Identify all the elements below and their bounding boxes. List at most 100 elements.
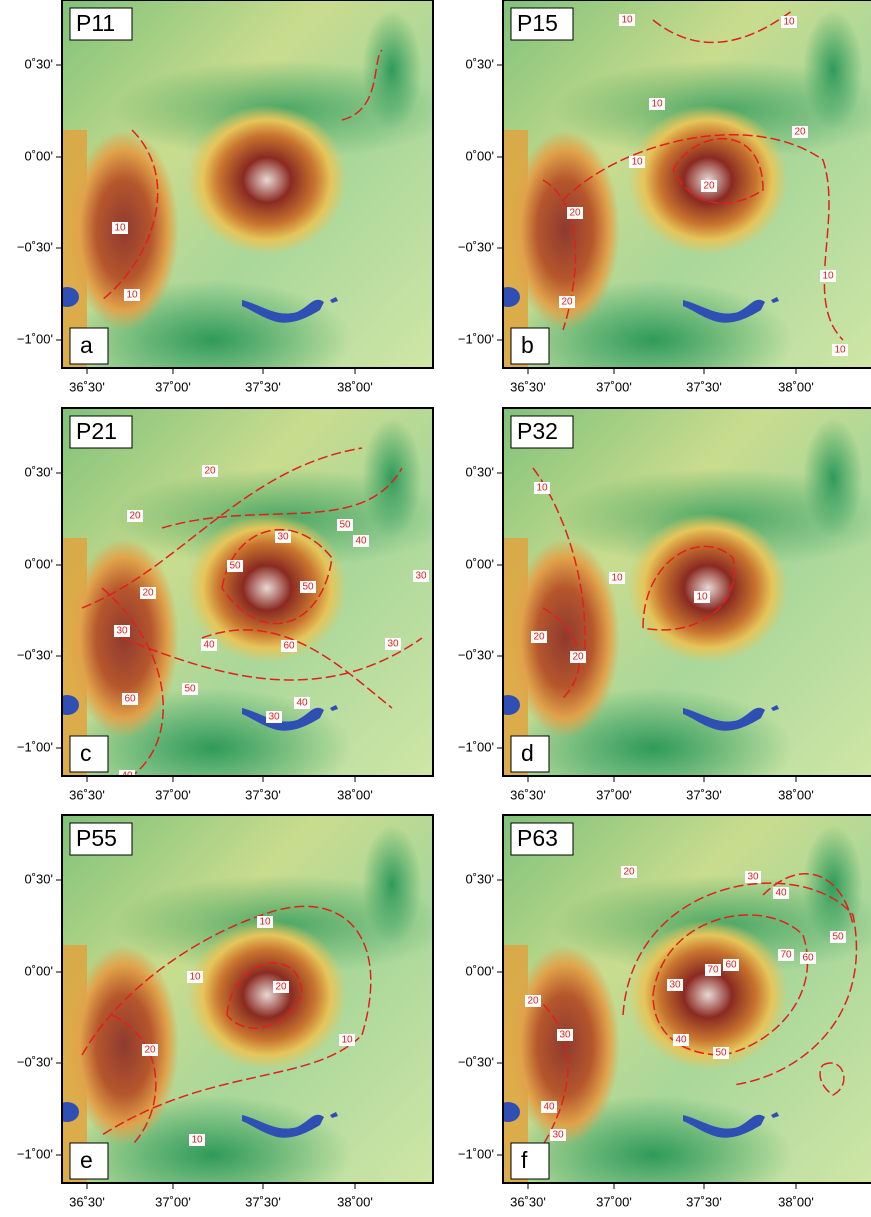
y-tick-label: 0˚30': [465, 871, 494, 886]
contour-label: 10: [621, 15, 633, 26]
contour-label: 60: [725, 960, 737, 971]
x-tick-label: 36˚30': [69, 1194, 105, 1209]
contour-label: 20: [623, 867, 635, 878]
y-tick-label: −1˚00': [17, 739, 53, 754]
x-tick-label: 38˚00': [778, 787, 814, 802]
panel-letter: c: [80, 740, 92, 766]
contour-label: 10: [696, 592, 708, 603]
valley: [362, 10, 422, 130]
lake: [55, 1102, 79, 1122]
lake: [55, 287, 79, 307]
contour-label: 20: [533, 632, 545, 643]
x-tick-label: 37˚00': [155, 379, 191, 394]
x-tick-label: 38˚00': [337, 379, 373, 394]
contour-label: 60: [124, 694, 136, 705]
contour-label: 20: [144, 1045, 156, 1056]
contour-label: 30: [415, 571, 427, 582]
terrain: 1010102020: [496, 408, 871, 808]
y-tick-label: −0˚30': [17, 1054, 53, 1069]
contour-label: 20: [142, 588, 154, 599]
contour-label: 20: [527, 996, 539, 1007]
contour-label: 10: [631, 157, 643, 168]
panel-name: P11: [76, 10, 115, 36]
x-tick-label: 38˚00': [337, 1194, 373, 1209]
contour-label: 40: [296, 698, 308, 709]
panel-name: P55: [76, 825, 117, 851]
x-tick-label: 37˚00': [155, 787, 191, 802]
y-tick-label: 0˚30': [465, 56, 494, 71]
x-tick-label: 38˚00': [778, 379, 814, 394]
panel-name: P32: [517, 418, 558, 444]
y-tick-label: 0˚00': [465, 963, 494, 978]
x-tick-label: 36˚30': [69, 787, 105, 802]
contour-label: 60: [802, 953, 814, 964]
x-tick-label: 37˚30': [245, 379, 281, 394]
contour-label: 10: [191, 1135, 203, 1146]
volcano: [628, 513, 788, 663]
contour-label: 40: [543, 1102, 555, 1113]
y-tick-label: 0˚00': [465, 556, 494, 571]
contour-label: 40: [775, 888, 787, 899]
lake: [55, 695, 79, 715]
y-tick-label: 0˚00': [24, 148, 53, 163]
lake: [496, 287, 520, 307]
map-panel: 10101020102020201010P15b0˚30'0˚00'−0˚30'…: [458, 0, 871, 400]
contour-label: 70: [707, 965, 719, 976]
x-tick-label: 37˚30': [686, 1194, 722, 1209]
panel-letter: f: [521, 1147, 528, 1173]
terrain: 203040507060607030203040504030: [496, 815, 871, 1215]
contour-label: 50: [229, 561, 241, 572]
volcano: [187, 105, 347, 255]
y-tick-label: 0˚30': [24, 56, 53, 71]
contour-label: 10: [341, 1035, 353, 1046]
contour-label: 50: [715, 1048, 727, 1059]
y-tick-label: −0˚30': [458, 1054, 494, 1069]
y-tick-label: 0˚00': [24, 963, 53, 978]
panel-letter: d: [521, 740, 534, 766]
y-tick-label: −1˚00': [17, 331, 53, 346]
ridge: [510, 538, 620, 738]
contour-label: 10: [259, 917, 271, 928]
contour-label: 10: [126, 290, 138, 301]
valley: [803, 10, 863, 130]
terrain: 101020102010: [55, 815, 452, 1215]
contour-label: 30: [387, 639, 399, 650]
x-tick-label: 36˚30': [510, 379, 546, 394]
map-panel: 203040507060607030203040504030P63f0˚30'0…: [458, 815, 871, 1215]
y-tick-label: 0˚00': [24, 556, 53, 571]
contour-label: 40: [675, 1035, 687, 1046]
contour-label: 10: [189, 972, 201, 983]
contour-label: 10: [651, 99, 663, 110]
map-panel: 1010P11a0˚30'0˚00'−0˚30'−1˚00'36˚30'37˚0…: [17, 0, 452, 400]
panel-letter: b: [521, 332, 534, 358]
contour-label: 30: [268, 712, 280, 723]
map-panel: 101020102010P55e0˚30'0˚00'−0˚30'−1˚00'36…: [17, 815, 452, 1215]
y-tick-label: −0˚30': [458, 239, 494, 254]
y-tick-label: −0˚30': [17, 239, 53, 254]
y-tick-label: 0˚00': [465, 148, 494, 163]
contour-label: 30: [552, 1130, 564, 1141]
valley: [362, 418, 422, 538]
contour-label: 30: [559, 1030, 571, 1041]
contour-label: 70: [780, 950, 792, 961]
valley: [362, 825, 422, 945]
contour-label: 10: [114, 223, 126, 234]
contour-label: 40: [203, 640, 215, 651]
contour-label: 50: [339, 520, 351, 531]
contour-label: 20: [703, 181, 715, 192]
volcano: [628, 920, 788, 1070]
panel-name: P15: [517, 10, 558, 36]
x-tick-label: 38˚00': [778, 1194, 814, 1209]
x-tick-label: 37˚30': [686, 379, 722, 394]
contour-label: 10: [834, 345, 846, 356]
x-tick-label: 38˚00': [337, 787, 373, 802]
x-tick-label: 36˚30': [510, 787, 546, 802]
x-tick-label: 37˚00': [596, 1194, 632, 1209]
y-tick-label: −0˚30': [458, 647, 494, 662]
y-tick-label: −1˚00': [17, 1146, 53, 1161]
x-tick-label: 36˚30': [69, 379, 105, 394]
contour-label: 10: [536, 483, 548, 494]
contour-label: 60: [283, 641, 295, 652]
